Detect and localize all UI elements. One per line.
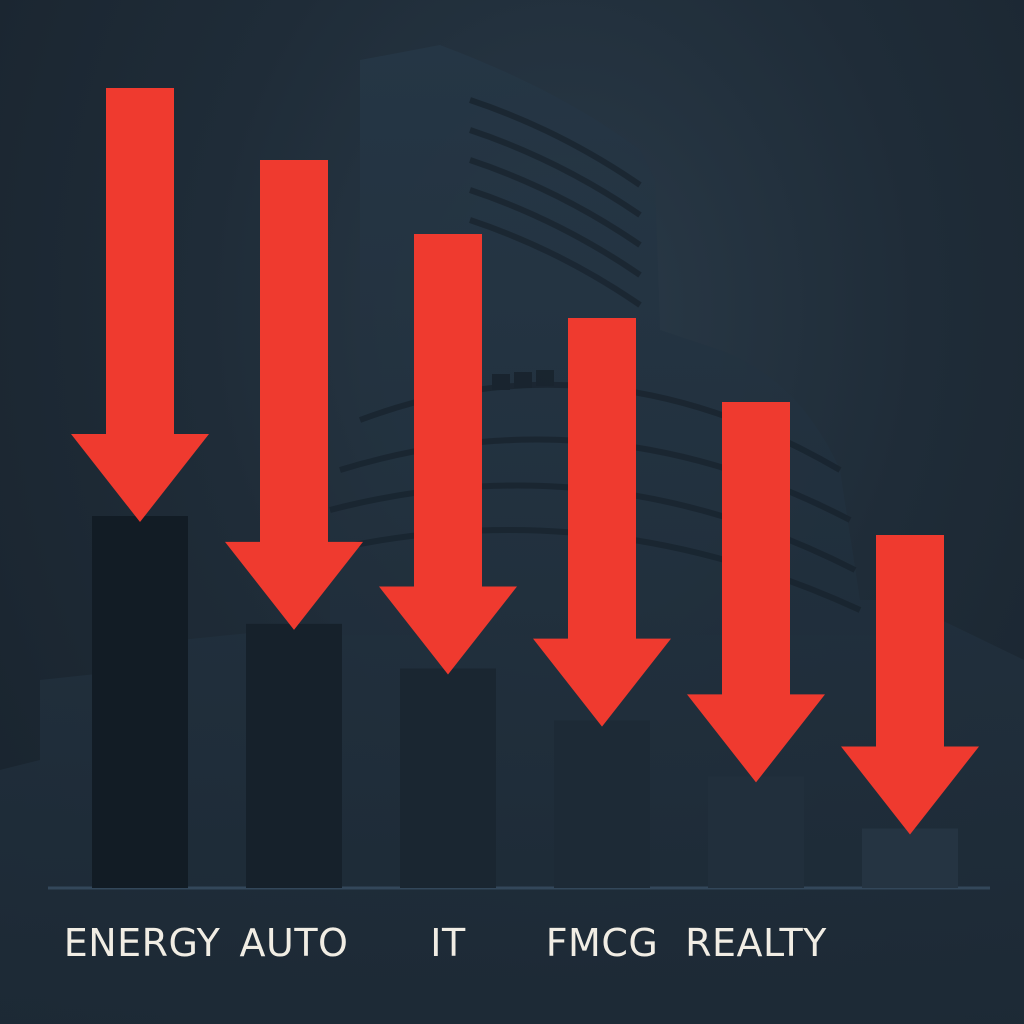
bar-energy: [92, 516, 188, 888]
bar-series-6: [862, 828, 958, 888]
chart-marks: [71, 88, 979, 888]
category-label-fmcg: FMCG: [546, 921, 659, 965]
down-arrow-icon: [225, 160, 363, 630]
bar-it: [400, 668, 496, 888]
down-arrow-icon: [533, 318, 671, 727]
down-arrow-icon: [687, 402, 825, 783]
down-arrow-icon: [379, 234, 517, 675]
down-arrow-icon: [841, 535, 979, 835]
bar-realty: [708, 776, 804, 888]
category-label-auto: AUTO: [240, 921, 349, 965]
category-label-realty: REALTY: [685, 921, 827, 965]
bar-auto: [246, 623, 342, 888]
category-labels: ENERGY AUTO IT FMCG REALTY: [64, 921, 827, 965]
category-label-it: IT: [430, 921, 466, 965]
bar-fmcg: [554, 720, 650, 888]
category-label-energy: ENERGY: [64, 921, 221, 965]
down-arrow-icon: [71, 88, 209, 522]
